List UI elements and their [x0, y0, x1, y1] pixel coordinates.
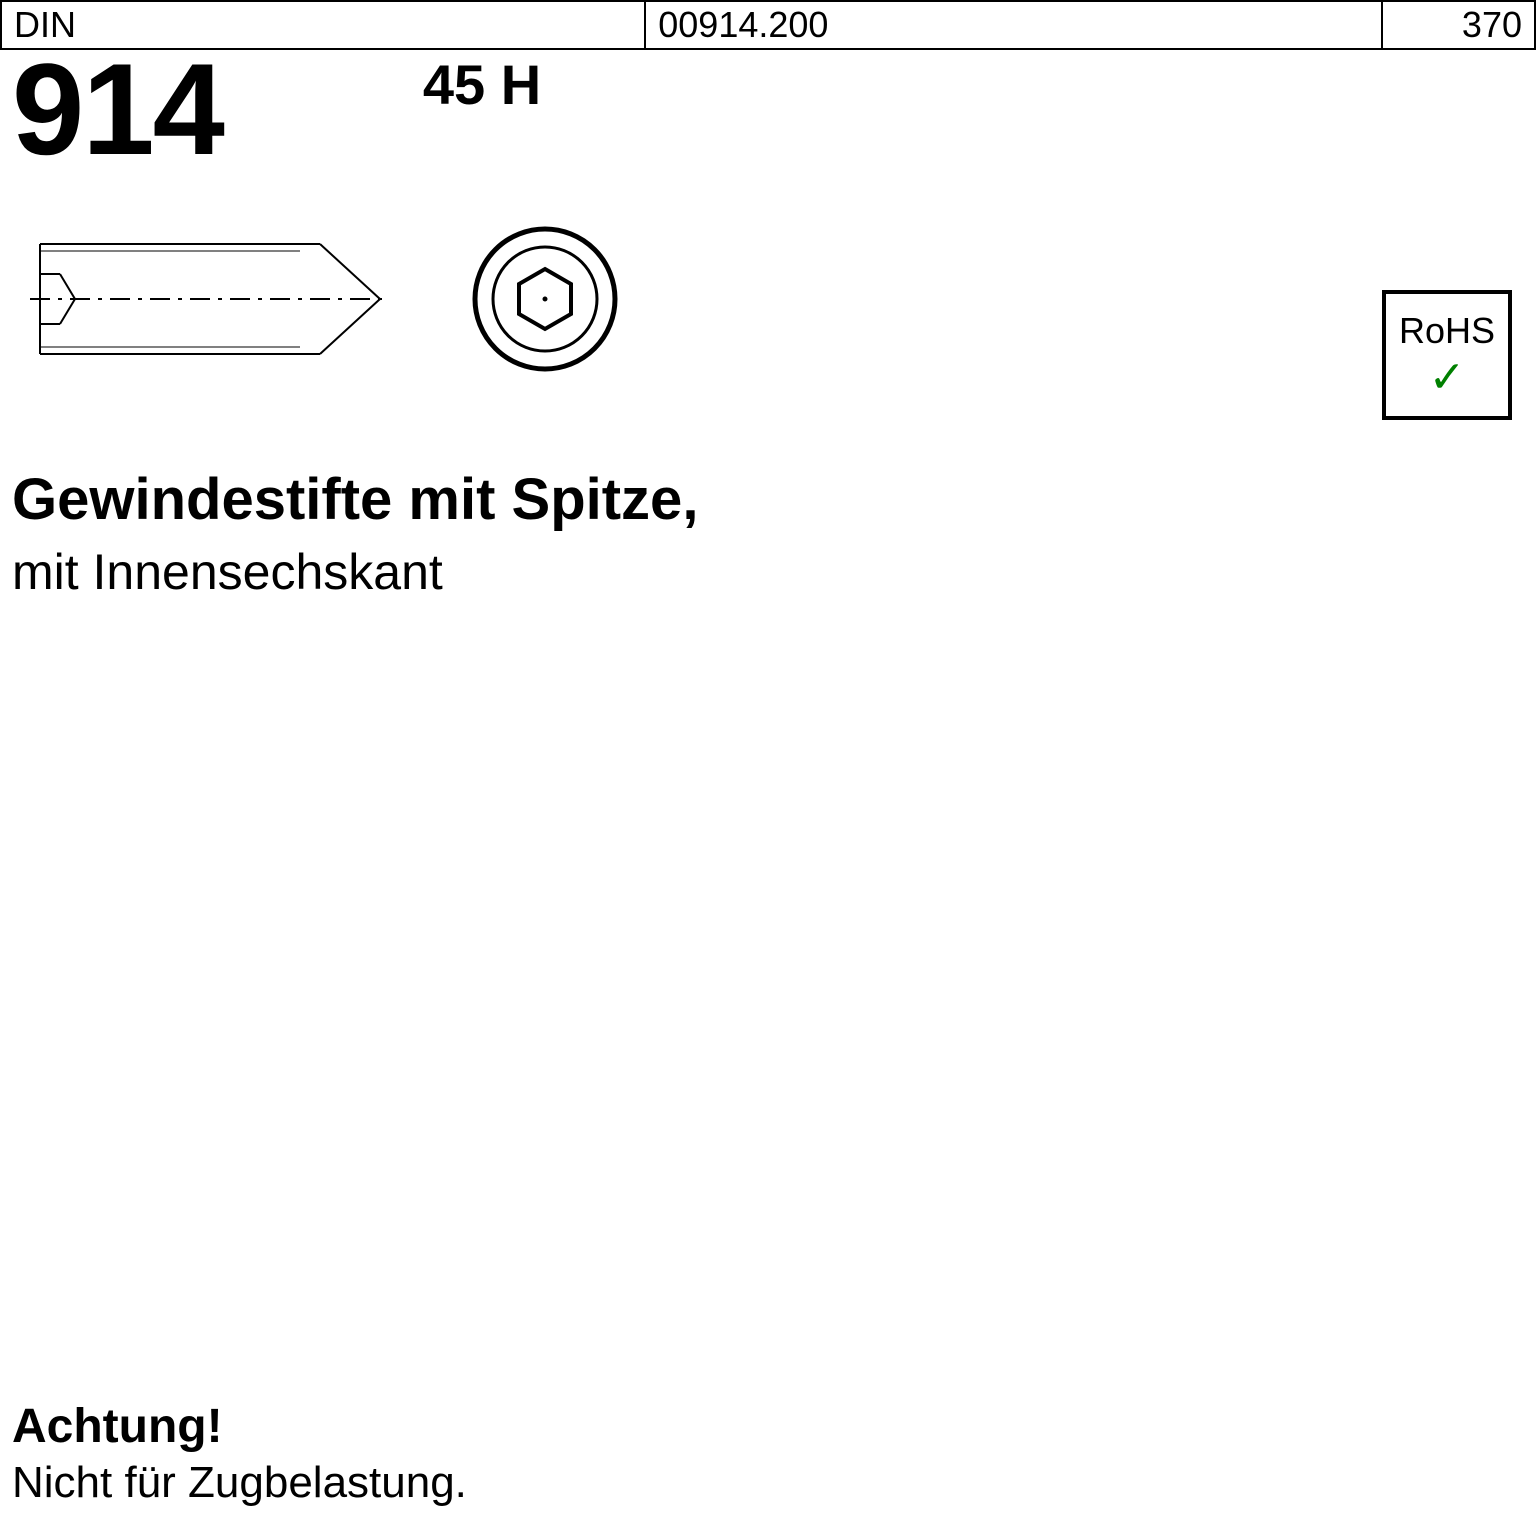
set-screw-side-view-icon [20, 219, 400, 379]
property-class: 45 H [423, 52, 541, 117]
product-title-line1: Gewindestifte mit Spitze, [12, 464, 1516, 537]
header-cell-code: 00914.200 [645, 1, 1381, 49]
warning-heading: Achtung! [12, 1399, 467, 1454]
header-cell-page: 370 [1382, 1, 1535, 49]
rohs-badge: RoHS ✓ [1382, 290, 1512, 420]
warning-text: Nicht für Zugbelastung. [12, 1458, 467, 1508]
rohs-label: RoHS [1399, 310, 1495, 352]
header-table: DIN 00914.200 370 [0, 0, 1536, 50]
product-title-line2: mit Innensechskant [12, 543, 1516, 601]
set-screw-end-view-icon [460, 214, 630, 384]
rohs-check-icon: ✓ [1429, 356, 1466, 400]
standard-number: 914 [12, 44, 223, 174]
